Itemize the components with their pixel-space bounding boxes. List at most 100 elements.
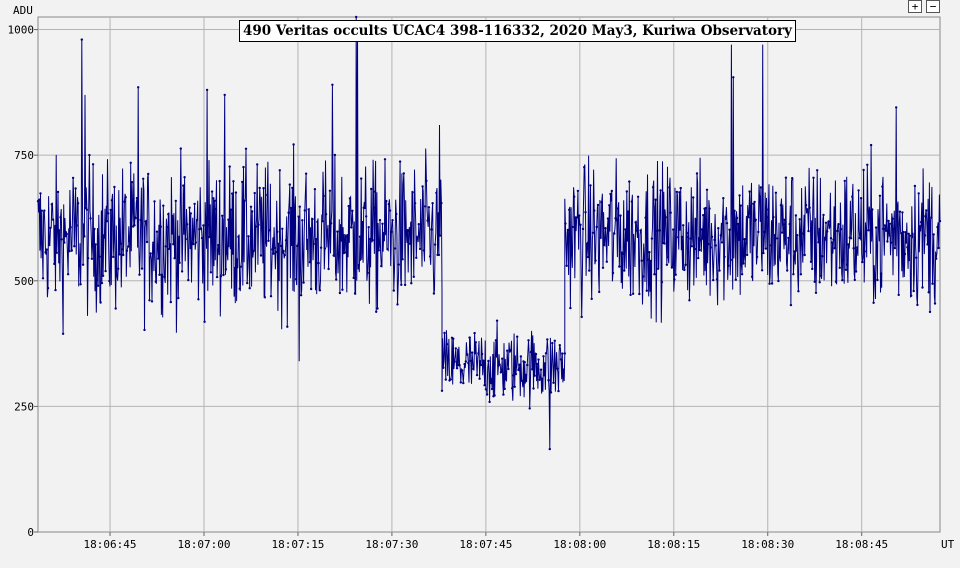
- data-point: [46, 286, 50, 290]
- data-point: [208, 235, 211, 239]
- data-point: [817, 241, 820, 244]
- data-point: [722, 197, 725, 200]
- data-point: [744, 242, 747, 245]
- data-point: [575, 216, 578, 219]
- data-point: [329, 222, 333, 225]
- data-point: [784, 176, 788, 179]
- data-point: [478, 377, 481, 380]
- data-point: [287, 211, 290, 214]
- data-point: [718, 269, 721, 272]
- data-point: [277, 242, 280, 245]
- data-point: [816, 169, 819, 172]
- data-point: [629, 293, 632, 297]
- data-point: [65, 232, 69, 236]
- data-point: [898, 210, 902, 213]
- data-point: [831, 241, 834, 244]
- x-tick-label: 18:08:00: [553, 538, 606, 551]
- data-point: [75, 224, 79, 227]
- data-point: [120, 248, 124, 251]
- data-point: [313, 188, 317, 191]
- data-point: [536, 362, 539, 366]
- data-point: [737, 222, 740, 226]
- data-point: [407, 230, 410, 233]
- data-point: [812, 176, 815, 179]
- data-point: [707, 242, 710, 246]
- data-point: [757, 230, 760, 234]
- data-point: [907, 232, 910, 235]
- data-point: [738, 194, 741, 197]
- data-point: [611, 271, 615, 275]
- data-point: [405, 230, 408, 234]
- data-point: [335, 278, 338, 281]
- data-point: [654, 198, 657, 201]
- data-point: [163, 275, 166, 278]
- data-point: [155, 230, 159, 233]
- data-point: [164, 245, 167, 248]
- data-point: [297, 215, 300, 218]
- data-point: [585, 242, 588, 246]
- data-point: [380, 264, 383, 268]
- data-point: [259, 254, 263, 257]
- data-point: [836, 229, 839, 233]
- data-point: [849, 237, 853, 240]
- data-point: [695, 172, 699, 175]
- data-point: [665, 263, 669, 266]
- data-point: [827, 220, 830, 223]
- x-tick-label: 18:08:15: [647, 538, 700, 551]
- data-point: [905, 241, 908, 244]
- data-point: [304, 172, 308, 175]
- data-point: [360, 177, 363, 180]
- data-point: [485, 393, 489, 396]
- data-point: [774, 191, 778, 194]
- data-point: [302, 281, 305, 284]
- data-point: [663, 242, 666, 245]
- data-point: [599, 236, 602, 239]
- data-point: [589, 184, 592, 187]
- data-point: [708, 207, 711, 210]
- data-point: [475, 373, 479, 377]
- data-point: [749, 205, 752, 208]
- data-point: [173, 257, 176, 260]
- data-point: [257, 223, 260, 226]
- data-point: [862, 168, 865, 172]
- data-point: [252, 249, 255, 253]
- data-point: [927, 291, 930, 294]
- data-point: [724, 217, 727, 220]
- data-point: [668, 186, 671, 189]
- data-point: [868, 209, 871, 213]
- data-point: [284, 239, 288, 242]
- data-point: [152, 241, 155, 244]
- data-point: [272, 252, 275, 255]
- data-point: [569, 306, 572, 310]
- data-point: [168, 247, 171, 251]
- data-point: [648, 251, 651, 254]
- data-point: [437, 253, 441, 257]
- data-point: [96, 284, 100, 287]
- data-point: [338, 291, 342, 295]
- data-point: [112, 255, 115, 259]
- data-point: [544, 352, 548, 355]
- data-point: [293, 206, 296, 210]
- data-point: [98, 255, 101, 258]
- data-point: [822, 213, 825, 217]
- data-point: [283, 253, 286, 257]
- data-point: [387, 202, 390, 206]
- data-point: [473, 331, 476, 335]
- data-point: [269, 295, 273, 298]
- data-point: [401, 258, 404, 261]
- data-point: [459, 381, 462, 384]
- data-point: [410, 282, 413, 285]
- data-point: [918, 225, 922, 228]
- data-point: [348, 197, 352, 200]
- data-point: [901, 211, 904, 214]
- data-point: [153, 200, 156, 203]
- data-point: [391, 219, 394, 222]
- data-point: [916, 303, 919, 307]
- zoom-out-button[interactable]: −: [926, 0, 940, 13]
- data-point: [853, 278, 856, 282]
- data-point: [516, 335, 519, 338]
- data-point: [223, 93, 226, 97]
- zoom-in-button[interactable]: +: [908, 0, 922, 13]
- data-point: [184, 237, 187, 241]
